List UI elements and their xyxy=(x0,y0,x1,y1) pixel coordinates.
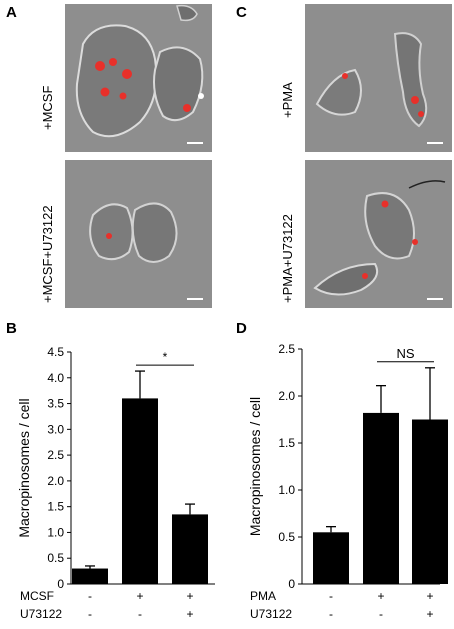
panel-letter-a: A xyxy=(6,4,17,21)
condition-mark: - xyxy=(88,607,92,621)
y-tick-label: 1.0 xyxy=(47,525,64,539)
micrograph-c-bottom xyxy=(305,160,452,308)
y-axis-label: Macropinosomes / cell xyxy=(247,397,263,536)
condition-mark: + xyxy=(426,607,433,621)
condition-label-pma-u73122: +PMA+U73122 xyxy=(280,214,295,303)
y-tick-label: 2.0 xyxy=(278,389,295,403)
condition-mark: - xyxy=(88,589,92,603)
scale-bar xyxy=(427,142,443,144)
y-axis-label: Macropinosomes / cell xyxy=(16,398,32,537)
condition-mark: - xyxy=(379,607,383,621)
bar xyxy=(363,412,399,584)
scale-bar xyxy=(427,298,443,300)
chart-b: 0 0.5 1.0 1.5 2.0 2.5 3.0 3.5 4.0 4.5 Macropinosom… xyxy=(16,345,215,621)
cell-image-c-bottom xyxy=(313,180,446,296)
y-tick-label: 1.5 xyxy=(278,436,295,450)
cell-image-c-top xyxy=(315,32,428,128)
y-tick-label: 1.5 xyxy=(47,500,64,514)
condition-label-mcsf-u73122: +MCSF+U73122 xyxy=(40,205,55,303)
significance-label: * xyxy=(163,350,168,364)
condition-mark: + xyxy=(186,607,193,621)
chart-d: 0 0.5 1.0 1.5 2.0 2.5 Macropinosomes / cell NS P… xyxy=(247,342,448,621)
y-tick-label: 2.0 xyxy=(47,474,64,488)
scale-bar xyxy=(187,298,203,300)
y-tick-label: 0.5 xyxy=(278,530,295,544)
condition-name: U73122 xyxy=(20,607,62,621)
y-tick-label: 3.5 xyxy=(47,397,64,411)
condition-mark: - xyxy=(329,607,333,621)
y-tick-label: 0.5 xyxy=(47,551,64,565)
condition-name: PMA xyxy=(250,589,276,603)
cell-image-a-bottom xyxy=(89,202,178,263)
micrograph-a-bottom xyxy=(65,160,212,308)
condition-label-mcsf: +MCSF xyxy=(40,85,55,130)
cell-image-a-top xyxy=(75,4,204,138)
bar xyxy=(172,514,208,584)
condition-mark: + xyxy=(377,589,384,603)
y-tick-label: 1.0 xyxy=(278,483,295,497)
micrograph-a-top xyxy=(65,4,212,152)
significance-label: NS xyxy=(396,346,414,361)
panel-letter-c: C xyxy=(236,4,247,21)
condition-mark: - xyxy=(138,607,142,621)
micrograph-c-top xyxy=(305,4,452,152)
y-tick-label: 2.5 xyxy=(47,448,64,462)
condition-mark: - xyxy=(329,589,333,603)
bar xyxy=(72,568,108,584)
y-tick-label: 3.0 xyxy=(47,422,64,436)
y-tick-label: 4.0 xyxy=(47,371,64,385)
condition-name: U73122 xyxy=(250,607,292,621)
bar xyxy=(412,419,448,584)
condition-mark: + xyxy=(426,589,433,603)
y-tick-label: 2.5 xyxy=(278,342,295,356)
y-tick-label: 4.5 xyxy=(47,345,64,359)
bar xyxy=(122,398,158,584)
y-tick-label: 0 xyxy=(57,577,64,591)
panel-letter-b: B xyxy=(6,320,17,337)
condition-label-pma: +PMA xyxy=(280,82,295,118)
condition-mark: + xyxy=(136,589,143,603)
scale-bar xyxy=(187,142,203,144)
condition-name: MCSF xyxy=(20,589,54,603)
condition-mark: + xyxy=(186,589,193,603)
y-tick-label: 0 xyxy=(288,577,295,591)
panel-letter-d: D xyxy=(236,320,247,337)
bar xyxy=(313,532,349,584)
